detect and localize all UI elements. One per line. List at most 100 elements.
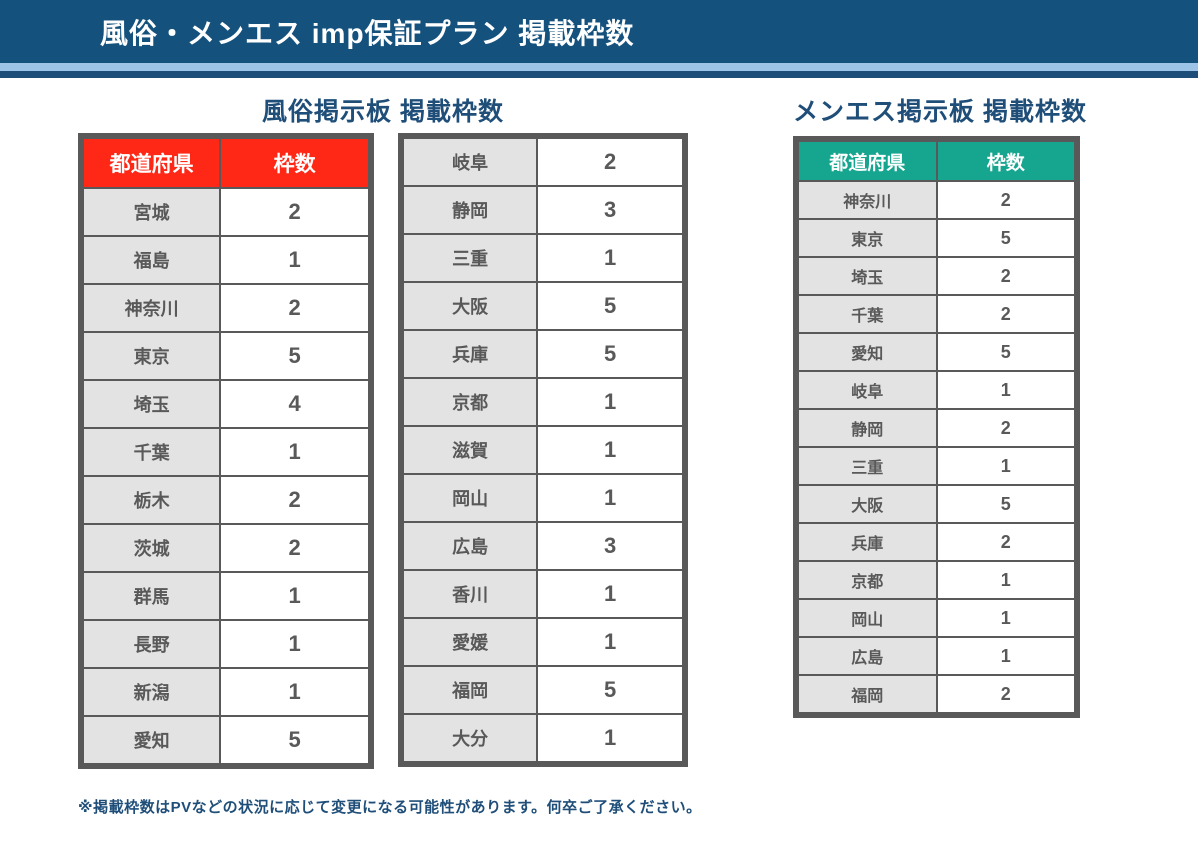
prefecture-cell: 静岡 xyxy=(795,408,938,448)
fuzoku-section-title: 風俗掲示板 掲載枠数 xyxy=(262,98,504,126)
prefecture-cell: 京都 xyxy=(399,377,539,427)
table-row: 京都 1 xyxy=(399,377,686,427)
slots-cell: 1 xyxy=(219,619,372,669)
menesu-col-header-slots: 枠数 xyxy=(935,138,1078,182)
table-row: 新潟 1 xyxy=(79,667,372,717)
table-row: 神奈川 2 xyxy=(795,180,1078,220)
slots-cell: 1 xyxy=(536,425,686,475)
table-row: 大阪 5 xyxy=(399,281,686,331)
slots-cell: 1 xyxy=(935,370,1078,410)
table-row: 岡山 1 xyxy=(795,598,1078,638)
slots-cell: 1 xyxy=(219,667,372,717)
table-row: 神奈川 2 xyxy=(79,283,372,333)
slots-cell: 3 xyxy=(536,185,686,235)
slots-cell: 2 xyxy=(219,283,372,333)
fuzoku-col-header-prefecture: 都道府県 xyxy=(79,135,222,189)
slots-cell: 5 xyxy=(935,332,1078,372)
prefecture-cell: 茨城 xyxy=(79,523,222,573)
table-row: 岡山 1 xyxy=(399,473,686,523)
menesu-col-header-prefecture: 都道府県 xyxy=(795,138,938,182)
prefecture-cell: 広島 xyxy=(399,521,539,571)
table-row: 千葉 1 xyxy=(79,427,372,477)
prefecture-cell: 埼玉 xyxy=(79,379,222,429)
table-row: 群馬 1 xyxy=(79,571,372,621)
table-row: 滋賀 1 xyxy=(399,425,686,475)
slots-cell: 2 xyxy=(935,408,1078,448)
slots-cell: 5 xyxy=(219,331,372,381)
prefecture-cell: 大阪 xyxy=(795,484,938,524)
slots-cell: 2 xyxy=(536,135,686,187)
prefecture-cell: 神奈川 xyxy=(79,283,222,333)
prefecture-cell: 千葉 xyxy=(79,427,222,477)
prefecture-cell: 東京 xyxy=(79,331,222,381)
table-row: 東京 5 xyxy=(79,331,372,381)
fuzoku-col-header-slots: 枠数 xyxy=(219,135,372,189)
table-row: 埼玉 2 xyxy=(795,256,1078,296)
table-row: 三重 1 xyxy=(795,446,1078,486)
prefecture-cell: 三重 xyxy=(399,233,539,283)
slots-cell: 2 xyxy=(935,294,1078,334)
slots-cell: 1 xyxy=(935,598,1078,638)
menesu-table-header-row: 都道府県 枠数 xyxy=(795,138,1078,182)
prefecture-cell: 栃木 xyxy=(79,475,222,525)
slots-cell: 2 xyxy=(219,523,372,573)
prefecture-cell: 静岡 xyxy=(399,185,539,235)
slots-cell: 5 xyxy=(219,715,372,767)
header-banner: 風俗・メンエス imp保証プラン 掲載枠数 xyxy=(0,0,1198,63)
table-row: 大分 1 xyxy=(399,713,686,765)
slots-cell: 5 xyxy=(536,329,686,379)
slots-cell: 1 xyxy=(219,571,372,621)
slots-cell: 1 xyxy=(536,377,686,427)
table-row: 静岡 3 xyxy=(399,185,686,235)
table-row: 福岡 2 xyxy=(795,674,1078,716)
table-row: 愛知 5 xyxy=(795,332,1078,372)
slots-cell: 2 xyxy=(935,522,1078,562)
slots-cell: 1 xyxy=(536,569,686,619)
divider-stripe-dark xyxy=(0,71,1198,78)
prefecture-cell: 岡山 xyxy=(399,473,539,523)
fuzoku-table-2: 岐阜 2 静岡 3 三重 1 大阪 5 xyxy=(398,133,688,767)
slots-cell: 1 xyxy=(536,233,686,283)
prefecture-cell: 岐阜 xyxy=(795,370,938,410)
slots-cell: 1 xyxy=(536,473,686,523)
table-row: 東京 5 xyxy=(795,218,1078,258)
slots-cell: 1 xyxy=(219,235,372,285)
table-row: 香川 1 xyxy=(399,569,686,619)
table-row: 宮城 2 xyxy=(79,187,372,237)
prefecture-cell: 香川 xyxy=(399,569,539,619)
table-row: 福岡 5 xyxy=(399,665,686,715)
table-row: 兵庫 5 xyxy=(399,329,686,379)
table-row: 岐阜 2 xyxy=(399,135,686,187)
prefecture-cell: 大分 xyxy=(399,713,539,765)
prefecture-cell: 愛媛 xyxy=(399,617,539,667)
slots-cell: 1 xyxy=(935,636,1078,676)
prefecture-cell: 京都 xyxy=(795,560,938,600)
table-row: 三重 1 xyxy=(399,233,686,283)
prefecture-cell: 兵庫 xyxy=(399,329,539,379)
page-title: 風俗・メンエス imp保証プラン 掲載枠数 xyxy=(100,17,635,49)
fuzoku-table-1: 都道府県 枠数 宮城 2 福島 1 神奈川 2 xyxy=(78,133,374,769)
fuzoku-table-header-row: 都道府県 枠数 xyxy=(79,135,372,189)
divider-stripe-light xyxy=(0,63,1198,71)
slots-cell: 2 xyxy=(935,256,1078,296)
prefecture-cell: 三重 xyxy=(795,446,938,486)
table-row: 茨城 2 xyxy=(79,523,372,573)
prefecture-cell: 東京 xyxy=(795,218,938,258)
slots-cell: 1 xyxy=(536,617,686,667)
slots-cell: 5 xyxy=(536,665,686,715)
slots-cell: 4 xyxy=(219,379,372,429)
prefecture-cell: 神奈川 xyxy=(795,180,938,220)
slots-cell: 2 xyxy=(935,674,1078,716)
table-row: 千葉 2 xyxy=(795,294,1078,334)
table-row: 広島 1 xyxy=(795,636,1078,676)
table-row: 愛知 5 xyxy=(79,715,372,767)
prefecture-cell: 岐阜 xyxy=(399,135,539,187)
footnote-text: ※掲載枠数はPVなどの状況に応じて変更になる可能性があります。何卒ご了承ください… xyxy=(78,799,702,816)
slots-cell: 3 xyxy=(536,521,686,571)
table-row: 栃木 2 xyxy=(79,475,372,525)
table-row: 静岡 2 xyxy=(795,408,1078,448)
slots-cell: 1 xyxy=(935,560,1078,600)
prefecture-cell: 新潟 xyxy=(79,667,222,717)
prefecture-cell: 埼玉 xyxy=(795,256,938,296)
table-row: 愛媛 1 xyxy=(399,617,686,667)
